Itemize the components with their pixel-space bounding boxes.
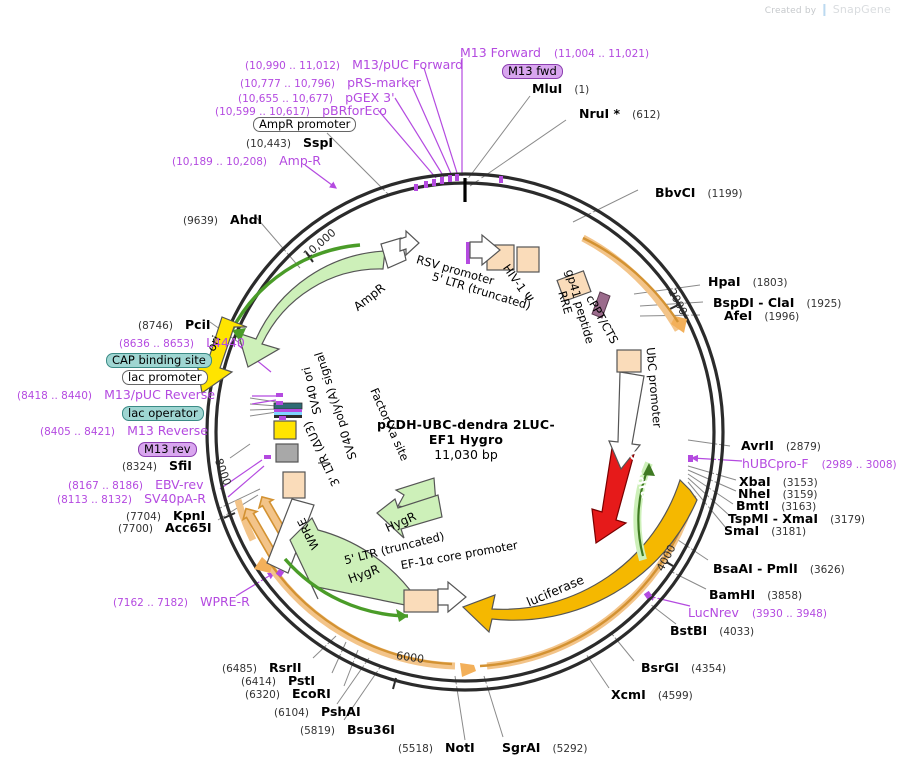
snapgene-name: SnapGene [832, 3, 891, 16]
primer-label-pbrforeco: (10,599 .. 10,617) pBRforEco [215, 103, 387, 118]
feature-shape-dendra2 [591, 447, 635, 545]
enzyme-label-smai: SmaI (3181) [724, 523, 807, 538]
enzyme-label-psti: (6414) PstI [241, 673, 316, 688]
enzyme-label-acc65i: (7700) Acc65I [118, 520, 212, 535]
feature-shape-tan-2 [403, 589, 439, 613]
enzyme-label-bamhi: BamHI (3858) [709, 587, 803, 602]
enzyme-label-sgrai: SgrAI (5292) [502, 740, 588, 755]
enzyme-label-kpni: (7704) KpnI [126, 508, 206, 523]
enzyme-label-tspmi-xmai: TspMI - XmaI (3179) [728, 511, 865, 526]
enzyme-label-pcii: (8746) PciI [138, 317, 211, 332]
enzyme-label-bsaai-pmli: BsaAI - PmlI (3626) [713, 561, 845, 576]
feature-shape-rre [556, 270, 592, 302]
feature-shape-5ltr-truncated [466, 233, 501, 267]
feature-shape-tan-1 [282, 471, 306, 499]
boxed-label-ampr-promoter: AmpR promoter [253, 114, 357, 133]
primer-label-hubcpro-f: hUBCpro-F (2989 .. 3008) [742, 456, 897, 471]
enzyme-label-xbai: XbaI (3153) [739, 474, 818, 489]
enzyme-label-hpai: HpaI (1803) [708, 274, 788, 289]
feature-shape-hygr-1 [376, 477, 443, 539]
primer-leader-lines [219, 58, 743, 607]
feature-shape-hiv-psi-2 [516, 246, 540, 273]
enzyme-label-bsrgi: BsrGI (4354) [641, 660, 727, 675]
primer-label-m13-puc-forward: (10,990 .. 11,012) M13/pUC Forward [245, 57, 464, 72]
plasmid-name: pCDH-UBC-dendra 2LUC-EF1 Hygro [377, 417, 555, 447]
feature-shape-ori [195, 316, 248, 395]
enzyme-label-bmti: BmtI (3163) [736, 498, 817, 513]
enzyme-label-ecori: (6320) EcoRI [245, 686, 331, 701]
feature-shape-ubc-promoter [608, 349, 645, 471]
enzyme-label-avrii: AvrII (2879) [741, 438, 821, 453]
enzyme-label-nrui: NruI * (612) [579, 106, 661, 121]
feature-shape-wpre [266, 498, 315, 574]
feature-shape-green-arc [633, 461, 655, 562]
boxed-label-m13-fwd: M13 fwd [502, 61, 563, 80]
feature-shape-ampr [230, 243, 386, 368]
feature-shape-rsv-promoter [380, 229, 420, 269]
enzyme-label-bstbi: BstBI (4033) [670, 623, 755, 638]
snapgene-tick-icon: ❙ [819, 2, 830, 16]
primer-label-amp-r: (10,189 .. 10,208) Amp-R [172, 153, 321, 168]
primer-label-sv40pa-r: (8113 .. 8132) SV40pA-R [57, 491, 206, 506]
primer-label-prs-marker: (10,777 .. 10,796) pRS-marker [240, 75, 421, 90]
feature-shape-sv40-ori [273, 402, 303, 418]
primer-label-wpre-r: (7162 .. 7182) WPRE-R [113, 594, 250, 609]
snapgene-branding: Created by ❙ SnapGene [765, 2, 891, 16]
feature-shape-cppt [591, 291, 611, 319]
primer-ticks-on-circle [264, 174, 693, 600]
feature-shape-sv40-polya [273, 420, 297, 440]
boxed-label-m13-rev: M13 rev [138, 439, 197, 458]
enzyme-label-bspdi-clai: BspDI - ClaI (1925) [713, 295, 842, 310]
enzyme-label-pshai: (6104) PshAI [274, 704, 361, 719]
primer-label-m13-puc-reverse: (8418 .. 8440) M13/pUC Reverse [17, 387, 216, 402]
enzyme-label-ahdi: (9639) AhdI [183, 212, 263, 227]
enzyme-label-bsu36i: (5819) Bsu36I [300, 722, 395, 737]
feature-shape-hygr-2 [283, 516, 411, 622]
feature-shape-ef1a-promoter [437, 580, 467, 614]
boxed-label-lac-operator: lac operator [122, 403, 204, 422]
primer-label-ebv-rev: (8167 .. 8186) EBV-rev [68, 477, 204, 492]
primer-label-l4440: (8636 .. 8653) L4440 [119, 335, 245, 350]
primer-label-lucnrev: LucNrev (3930 .. 3948) [688, 605, 827, 620]
enzyme-label-sfii: (8324) SfiI [122, 458, 192, 473]
enzyme-label-mlui: MluI (1) [532, 81, 590, 96]
enzyme-label-xcmi: XcmI (4599) [611, 687, 693, 702]
primer-label-pgex-3: (10,655 .. 10,677) pGEX 3' [238, 90, 395, 105]
primer-label-m13-forward: M13 Forward (11,004 .. 11,021) [460, 45, 650, 60]
boxed-label-cap-binding-site: CAP binding site [106, 350, 212, 369]
created-by-label: Created by [764, 6, 817, 16]
plasmid-title-block: pCDH-UBC-dendra 2LUC-EF1 Hygro 11,030 bp [366, 417, 566, 462]
primer-label-m13-reverse: (8405 .. 8421) M13 Reverse [40, 423, 209, 438]
enzyme-label-noti: (5518) NotI [398, 740, 475, 755]
enzyme-label-bbvci: BbvCI (1199) [655, 185, 743, 200]
plasmid-size: 11,030 bp [434, 447, 498, 462]
enzyme-label-nhei: NheI (3159) [738, 486, 818, 501]
enzyme-label-rsrii: (6485) RsrII [222, 660, 302, 675]
enzyme-label-afei: AfeI (1996) [724, 308, 800, 323]
boxed-label-lac-promoter: lac promoter [122, 367, 208, 386]
outer-annotation-arrowheads [254, 316, 687, 677]
enzyme-label-sspi: (10,443) SspI [246, 135, 334, 150]
feature-shape-3ltr [275, 443, 299, 463]
